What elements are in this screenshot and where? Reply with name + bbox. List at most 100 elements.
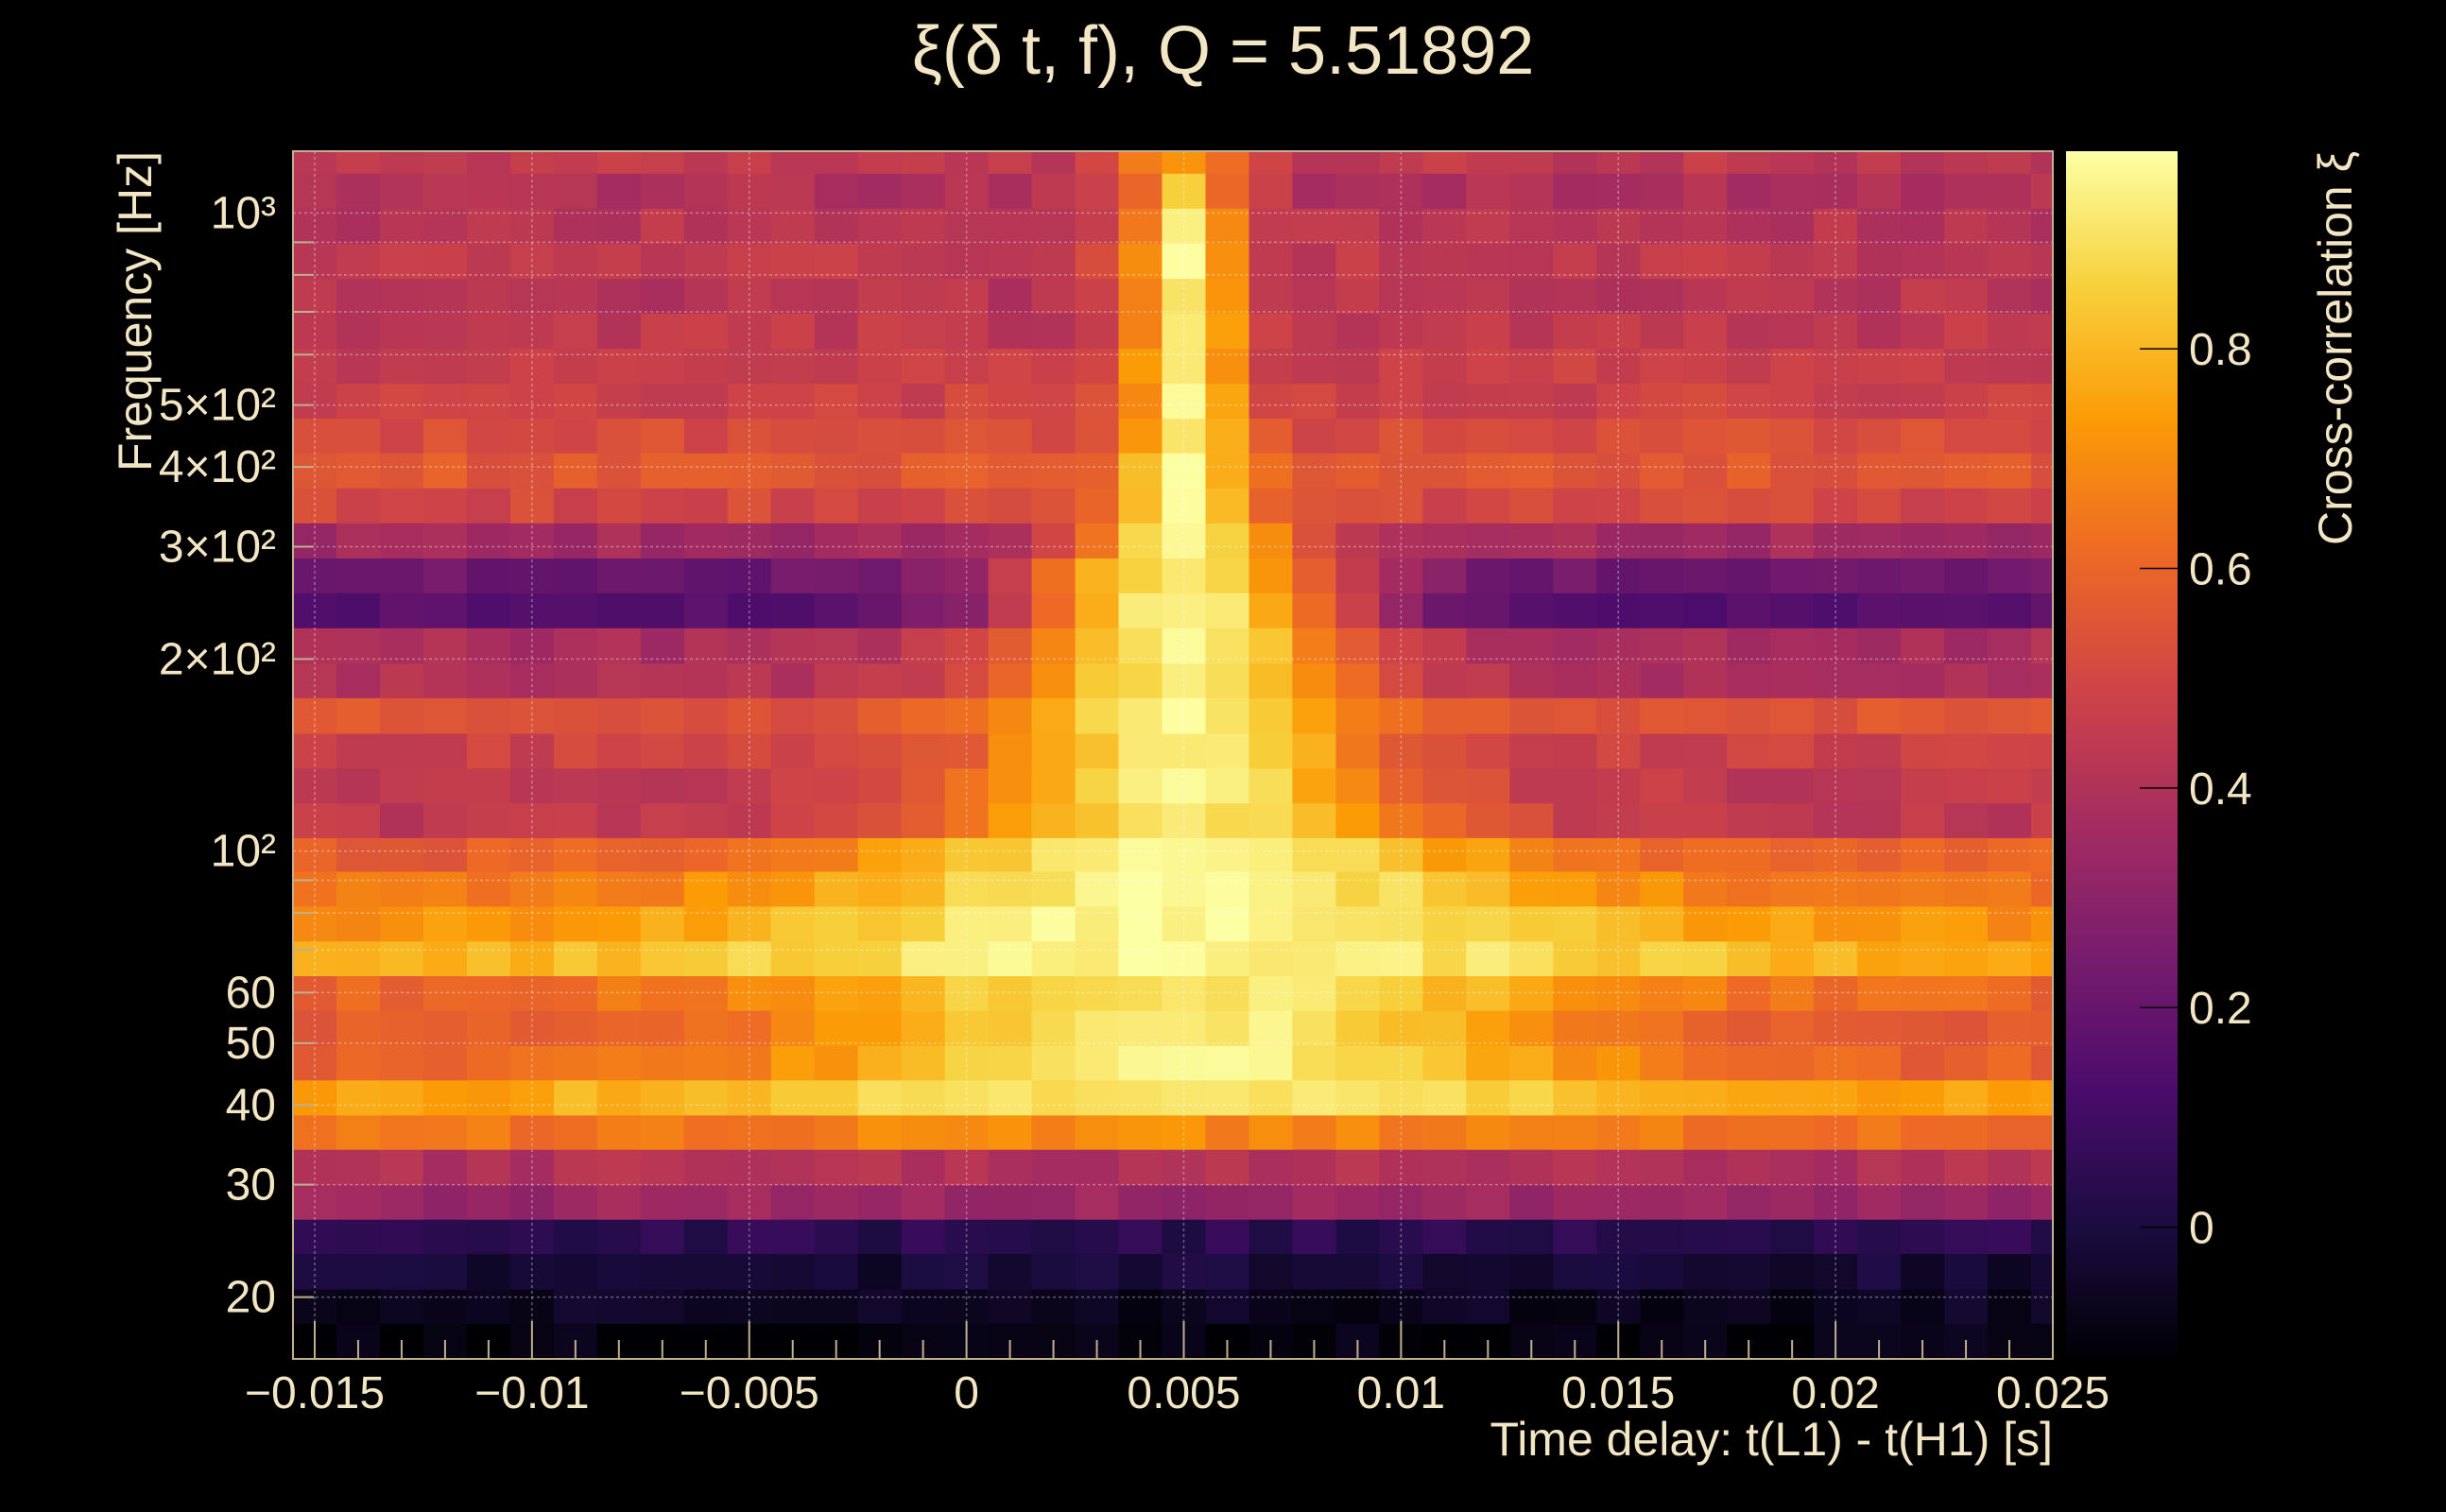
heatmap-cell xyxy=(1901,1219,1945,1255)
heatmap-cell xyxy=(380,837,424,872)
heatmap-cell xyxy=(1770,523,1815,558)
heatmap-cell xyxy=(1292,662,1336,698)
heatmap-cell xyxy=(1814,1079,1858,1116)
heatmap-cell xyxy=(1379,593,1423,628)
heatmap-cell xyxy=(1727,593,1771,628)
heatmap-cell xyxy=(814,870,859,907)
heatmap-cell xyxy=(553,313,598,350)
colorbar-tick-label: 0 xyxy=(2189,1204,2214,1254)
heatmap-cell xyxy=(1944,523,1989,558)
heatmap-cell xyxy=(814,627,859,664)
heatmap-cell xyxy=(814,593,859,628)
heatmap-cell xyxy=(466,802,511,838)
heatmap-cell xyxy=(1509,1079,1554,1116)
heatmap-cell xyxy=(1292,173,1336,209)
heatmap-cell xyxy=(466,1045,511,1081)
heatmap-cell xyxy=(1596,975,1641,1011)
heatmap-cell xyxy=(1596,383,1641,420)
heatmap-cell xyxy=(380,1114,424,1150)
heatmap-cell xyxy=(293,313,337,350)
heatmap-cell xyxy=(509,173,555,209)
heatmap-cell xyxy=(1118,523,1163,558)
heatmap-cell xyxy=(1162,940,1207,976)
heatmap-cell xyxy=(1335,348,1380,385)
heatmap-cell xyxy=(1727,348,1771,385)
heatmap-cell xyxy=(509,905,555,942)
heatmap-cell xyxy=(1901,870,1945,907)
heatmap-cell xyxy=(988,313,1033,350)
heatmap-cell xyxy=(1683,523,1728,558)
heatmap-cell xyxy=(1640,767,1684,804)
heatmap-cell xyxy=(1031,313,1077,350)
heatmap-cell xyxy=(988,870,1033,907)
heatmap-cell xyxy=(1118,151,1163,174)
heatmap-cell xyxy=(553,1288,598,1324)
heatmap-cell xyxy=(1118,1219,1163,1255)
heatmap-cell xyxy=(1335,313,1380,350)
heatmap-cell xyxy=(988,558,1033,593)
heatmap-cell xyxy=(1118,1045,1163,1081)
heatmap-cell xyxy=(1640,278,1684,314)
heatmap-cell xyxy=(1162,208,1207,244)
heatmap-cell xyxy=(1292,523,1336,558)
heatmap-cell xyxy=(901,278,946,314)
heatmap-cell xyxy=(1379,940,1423,976)
heatmap-cell xyxy=(1075,905,1120,942)
heatmap-cell xyxy=(988,802,1033,838)
x-tick-label: 0.005 xyxy=(1127,1368,1240,1418)
x-tick-label: −0.015 xyxy=(245,1368,385,1418)
heatmap-cell xyxy=(1379,558,1423,593)
heatmap-cell xyxy=(1162,523,1207,558)
heatmap-cell xyxy=(596,627,642,664)
x-tick-label: −0.01 xyxy=(474,1368,589,1418)
heatmap-cell xyxy=(1205,151,1250,174)
heatmap-cell xyxy=(1944,767,1989,804)
heatmap-cell xyxy=(1118,1114,1163,1150)
heatmap-cell xyxy=(1857,1045,1902,1081)
heatmap-cell xyxy=(1901,662,1945,698)
heatmap-cell xyxy=(683,173,729,209)
heatmap-cell xyxy=(1466,732,1510,769)
heatmap-cell xyxy=(814,278,859,314)
heatmap-cell xyxy=(1335,1149,1380,1186)
heatmap-cell xyxy=(422,1219,468,1255)
heatmap-cell xyxy=(1075,697,1120,734)
heatmap-cell xyxy=(2031,1045,2054,1081)
heatmap-cell xyxy=(1118,975,1163,1011)
heatmap-cell xyxy=(293,1079,337,1116)
heatmap-cell xyxy=(1640,1010,1684,1046)
heatmap-cell xyxy=(1466,1253,1510,1290)
heatmap-cell xyxy=(1770,1114,1815,1150)
heatmap-cell xyxy=(1466,975,1510,1011)
heatmap-cell xyxy=(1640,418,1684,454)
heatmap-cell xyxy=(596,662,642,698)
heatmap-cell xyxy=(683,905,729,942)
heatmap-cell xyxy=(1901,767,1945,804)
heatmap-cell xyxy=(509,1253,555,1290)
heatmap-cell xyxy=(336,1149,381,1186)
heatmap-cell xyxy=(1422,453,1467,489)
heatmap-cell xyxy=(727,1219,772,1255)
heatmap-cell xyxy=(1075,940,1120,976)
heatmap-cell xyxy=(1249,208,1294,244)
heatmap-cell xyxy=(1249,802,1294,838)
heatmap-cell xyxy=(1553,1045,1597,1081)
heatmap-cell xyxy=(466,1149,511,1186)
heatmap-cell xyxy=(2031,278,2054,314)
heatmap-cell xyxy=(857,243,903,280)
heatmap-cell xyxy=(944,558,990,593)
heatmap-cell xyxy=(1814,905,1858,942)
heatmap-cell xyxy=(380,1079,424,1116)
heatmap-cell xyxy=(1814,1288,1858,1324)
heatmap-cell xyxy=(422,1184,468,1220)
heatmap-cell xyxy=(1205,975,1250,1011)
heatmap-cell xyxy=(1596,523,1641,558)
heatmap-cell xyxy=(1422,1253,1467,1290)
heatmap-cell xyxy=(640,313,685,350)
heatmap-cell xyxy=(1249,278,1294,314)
heatmap-cell xyxy=(1596,662,1641,698)
heatmap-cell xyxy=(336,1184,381,1220)
heatmap-cell xyxy=(640,348,685,385)
heatmap-cell xyxy=(422,173,468,209)
heatmap-cell xyxy=(596,453,642,489)
